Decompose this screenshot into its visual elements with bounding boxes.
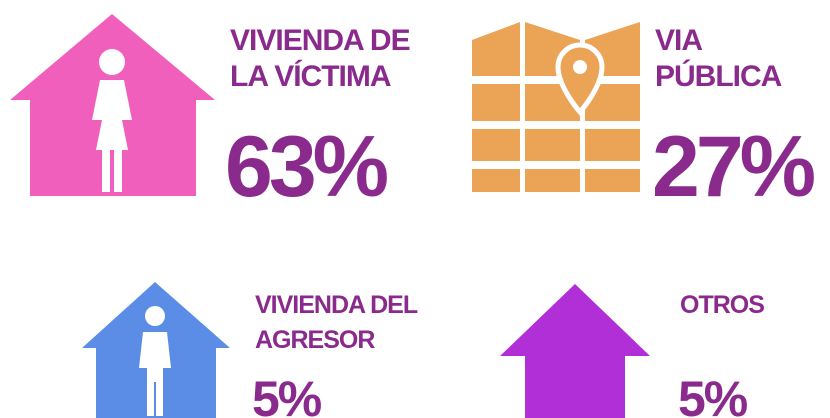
label-line: VIVIENDA DE <box>230 24 410 57</box>
label-line: OTROS <box>680 291 764 319</box>
label-line: AGRESOR <box>255 326 375 354</box>
other-icon <box>500 284 650 418</box>
percentage: 27% <box>652 119 815 215</box>
percentage: 5% <box>252 371 322 418</box>
percentage: 63% <box>225 119 388 215</box>
label-line: VIVIENDA DEL <box>255 291 418 319</box>
aggressor-home-icon <box>82 282 230 418</box>
map-icon <box>472 22 640 192</box>
label-line: LA VÍCTIMA <box>230 59 391 93</box>
label-line: VIA <box>655 24 702 57</box>
label-line: PÚBLICA <box>655 59 782 93</box>
percentage: 5% <box>678 371 748 418</box>
victim-home-icon <box>10 14 215 196</box>
